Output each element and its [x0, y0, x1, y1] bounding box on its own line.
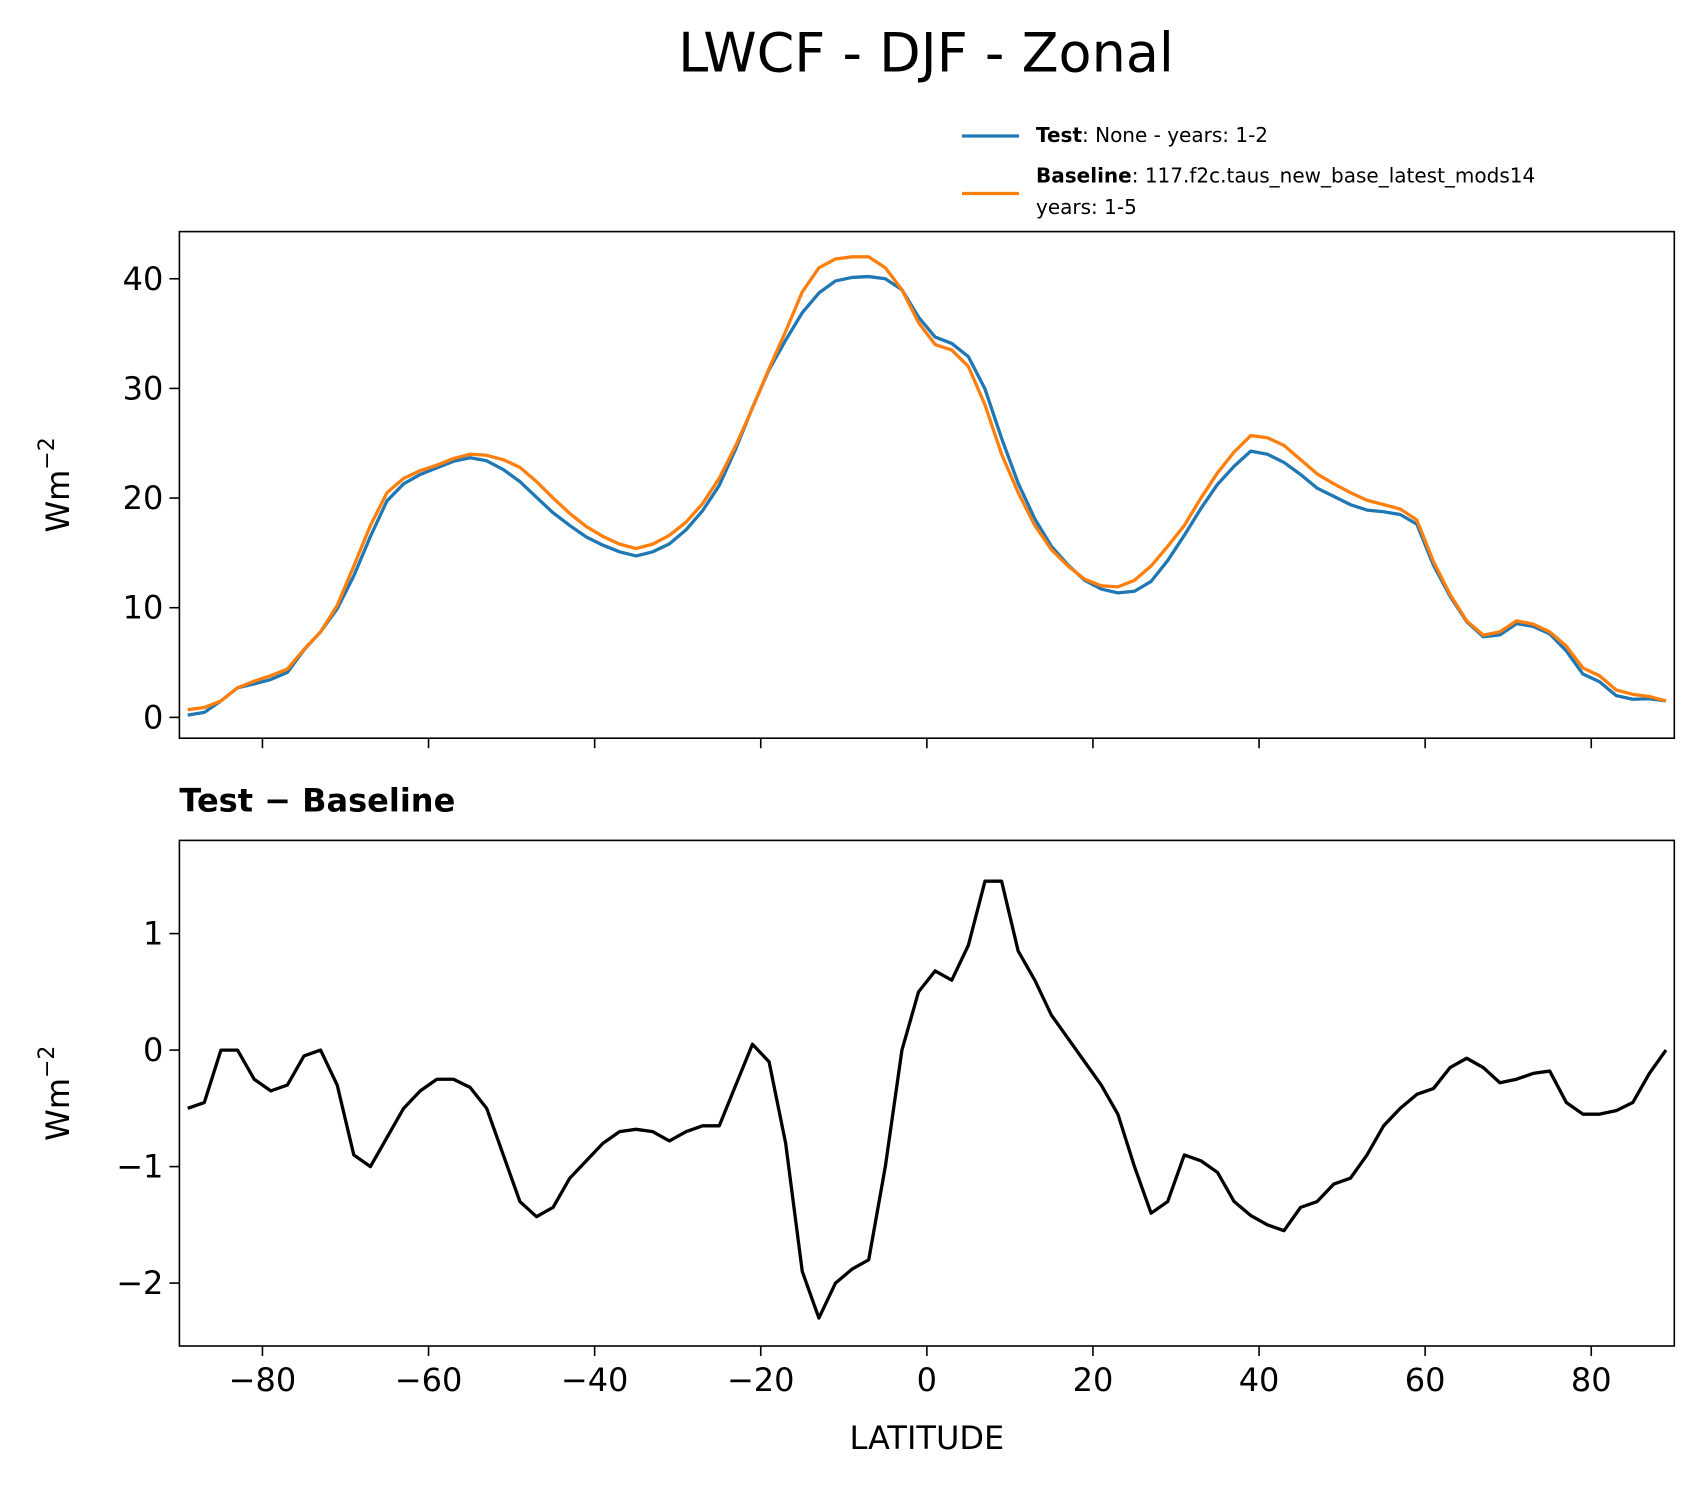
x-tick-label: −60: [395, 1361, 463, 1399]
x-tick-label: −20: [727, 1361, 795, 1399]
y-tick-label: 20: [123, 479, 164, 517]
figure-title: LWCF - DJF - Zonal: [678, 22, 1174, 85]
y-axis-label: Wm−2: [35, 1046, 77, 1141]
x-tick-label: −40: [561, 1361, 629, 1399]
legend-label: Test: None - years: 1-2: [1036, 123, 1268, 147]
y-tick-label: 0: [143, 698, 163, 736]
legend-name: Test: [1036, 123, 1082, 147]
y-tick-label: −1: [116, 1148, 163, 1186]
x-tick-label: 80: [1571, 1361, 1612, 1399]
y-tick-label: 1: [143, 915, 163, 953]
y-tick-label: 10: [123, 589, 164, 627]
y-tick-label: 0: [143, 1031, 163, 1069]
y-tick-label: 30: [123, 369, 164, 407]
axes-frame: [178, 230, 1676, 740]
data-line: [187, 274, 1667, 717]
x-tick-label: 20: [1073, 1361, 1114, 1399]
y-axis-label: Wm−2: [35, 437, 77, 532]
y-axis-label-exponent: −2: [35, 1046, 60, 1078]
y-axis-label-exponent: −2: [35, 437, 60, 469]
subplot-title: Test − Baseline: [179, 781, 455, 819]
y-axis-label-base: Wm: [39, 1078, 77, 1141]
y-tick-label: 40: [123, 260, 164, 298]
axes-frame: [178, 839, 1676, 1347]
x-tick-label: 40: [1239, 1361, 1280, 1399]
data-line: [187, 879, 1668, 1320]
y-tick-label: −2: [116, 1264, 163, 1302]
x-tick-label: 0: [917, 1361, 937, 1399]
x-tick-label: −80: [229, 1361, 297, 1399]
data-line: [187, 255, 1667, 712]
legend-name: Baseline: [1036, 163, 1132, 187]
legend-label-line2: years: 1-5: [1036, 195, 1137, 219]
legend-description: : None - years: 1-2: [1082, 123, 1268, 147]
legend-label: Baseline: 117.f2c.taus_new_base_latest_m…: [1036, 163, 1535, 187]
y-axis-label-base: Wm: [39, 470, 77, 533]
legend-description: : 117.f2c.taus_new_base_latest_mods14: [1132, 163, 1535, 187]
x-tick-label: 60: [1405, 1361, 1446, 1399]
x-axis-label: LATITUDE: [849, 1419, 1004, 1457]
